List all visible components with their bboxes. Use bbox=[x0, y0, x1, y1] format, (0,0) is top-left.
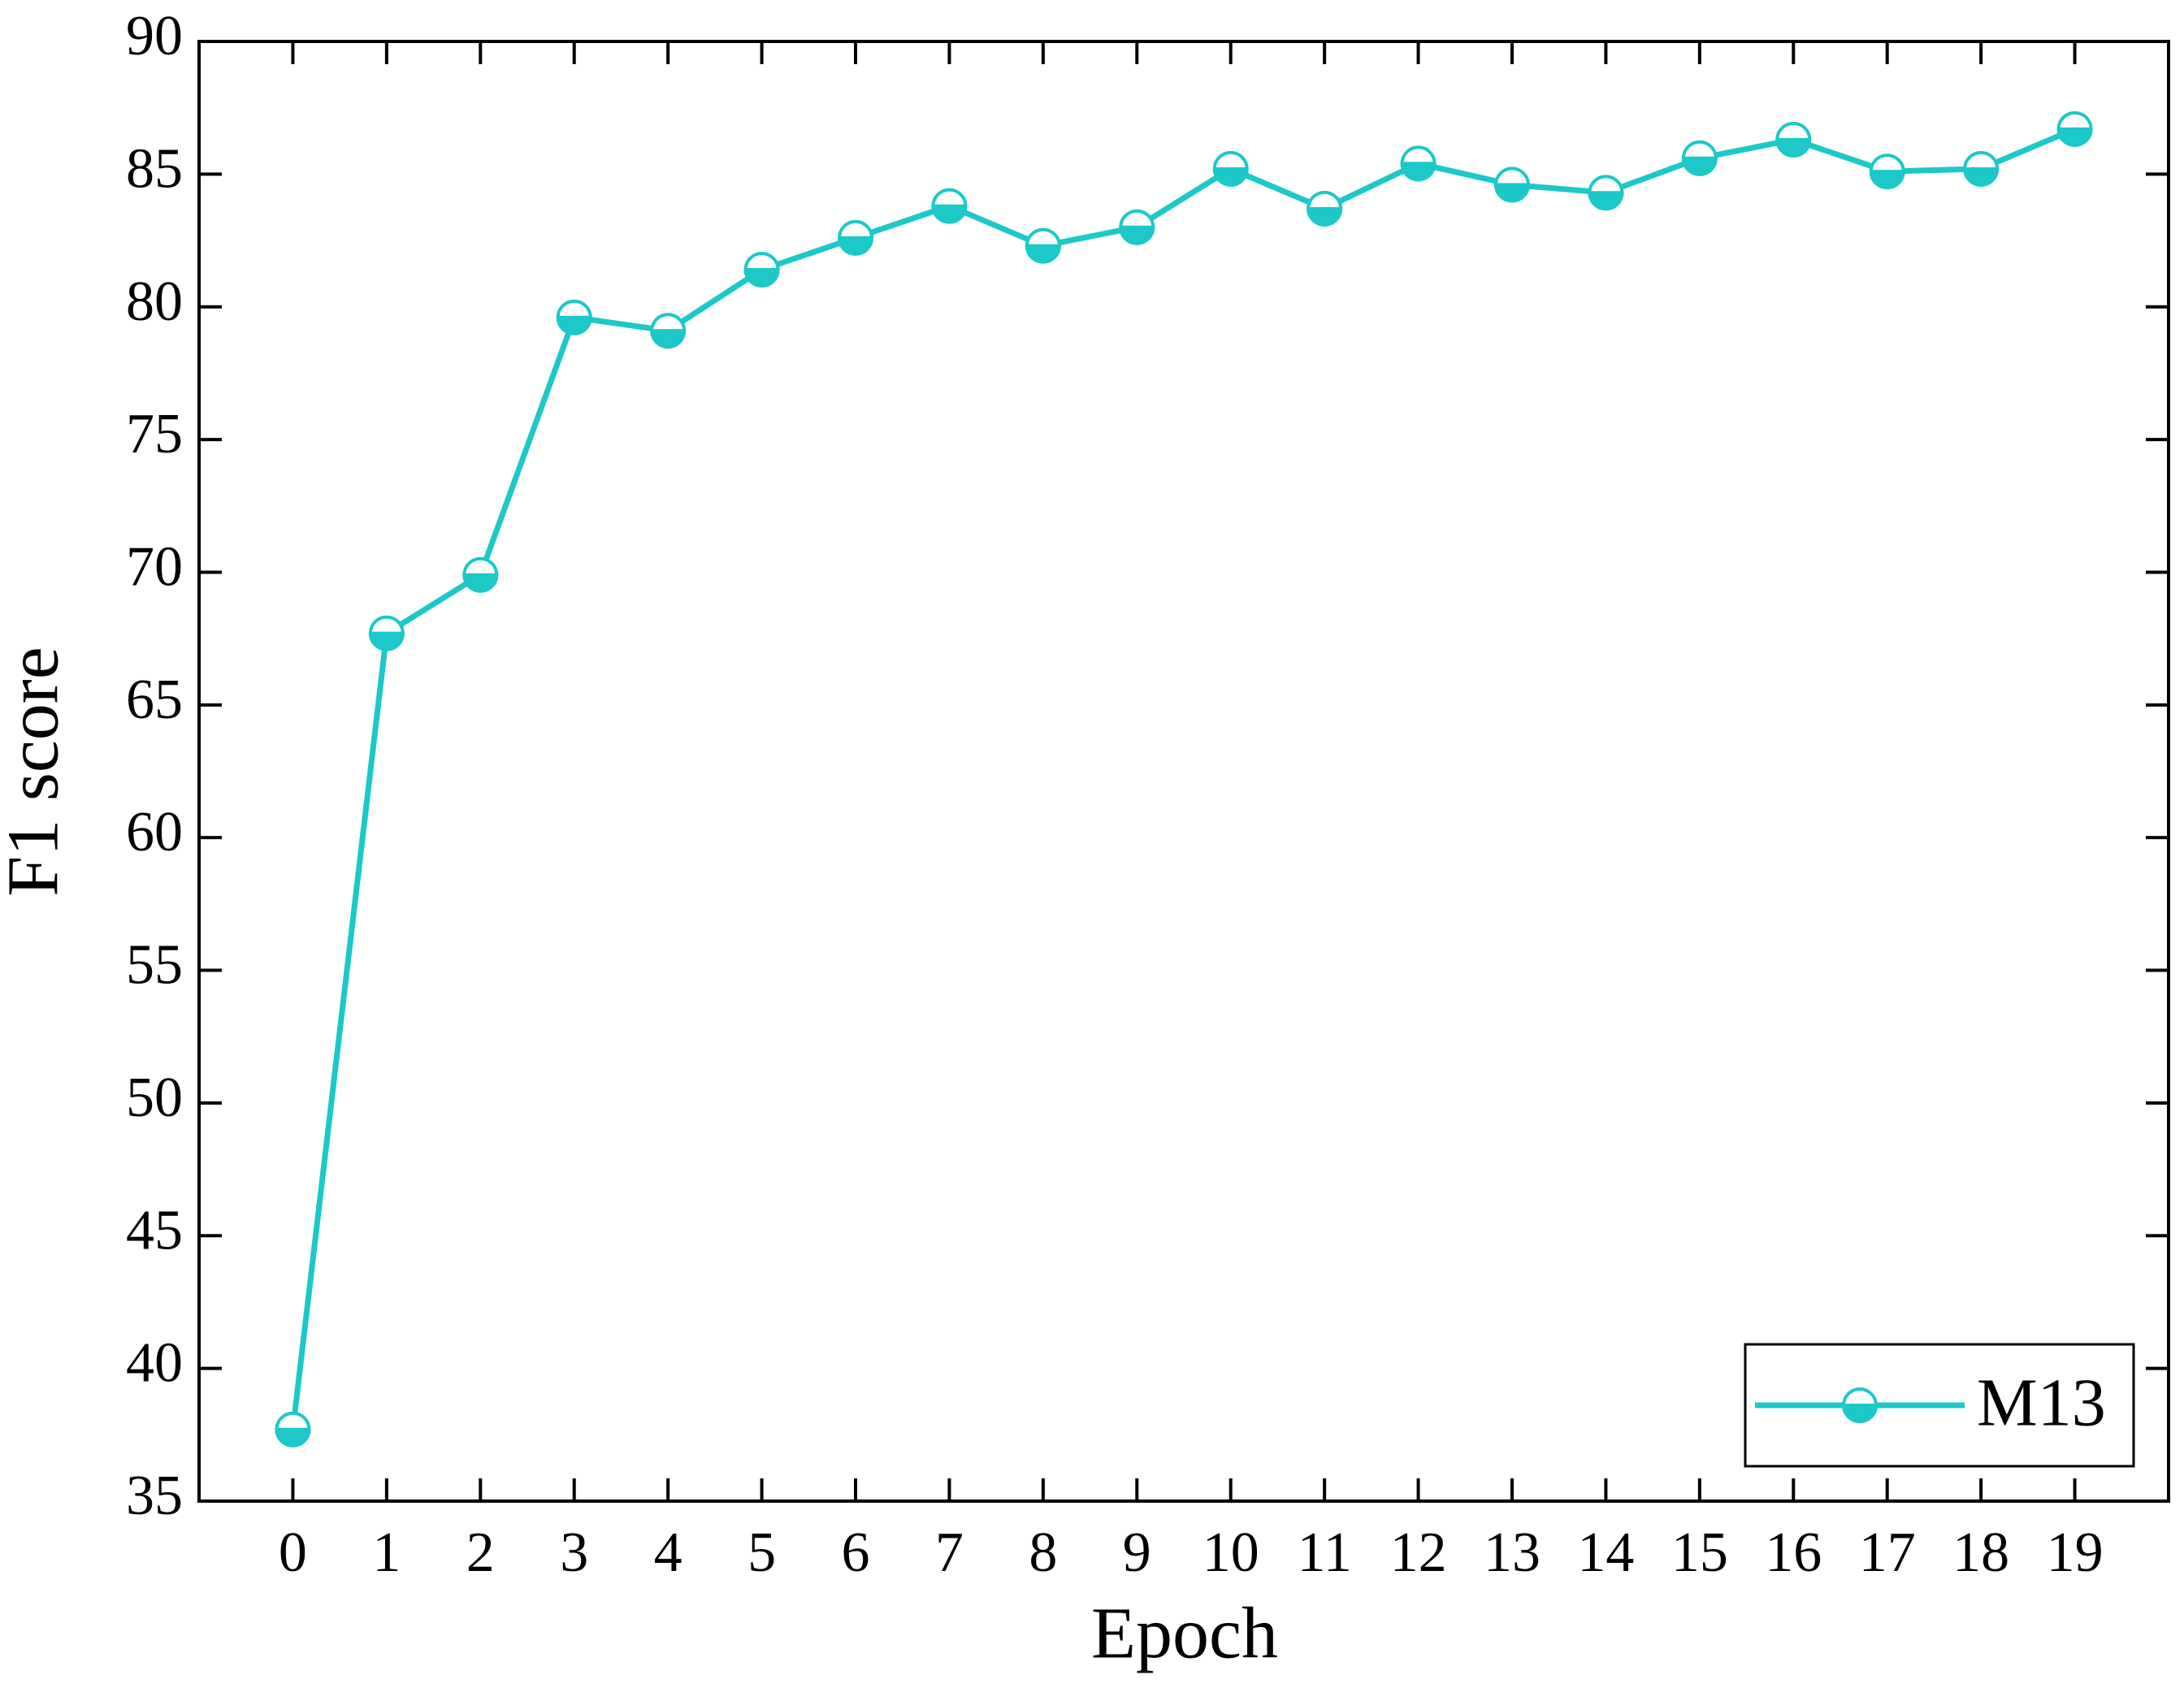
x-tick-label: 6 bbox=[842, 1521, 870, 1584]
x-tick-label: 10 bbox=[1202, 1521, 1259, 1584]
plot-frame bbox=[197, 40, 2170, 1503]
marker-fill bbox=[1212, 167, 1249, 187]
y-tick-label: 60 bbox=[126, 801, 183, 863]
data-point bbox=[275, 1411, 311, 1448]
data-point bbox=[1119, 209, 1155, 245]
marker-fill bbox=[743, 267, 780, 288]
x-tick-label: 11 bbox=[1297, 1521, 1351, 1584]
marker-fill bbox=[1588, 191, 1624, 211]
x-tick-label: 18 bbox=[1952, 1521, 2009, 1584]
x-tick-label: 4 bbox=[654, 1521, 682, 1584]
x-tick-label: 15 bbox=[1671, 1521, 1728, 1584]
marker-fill bbox=[368, 631, 405, 651]
data-point bbox=[1493, 167, 1531, 203]
x-tick-label: 3 bbox=[560, 1521, 588, 1584]
marker-fill bbox=[837, 236, 874, 256]
data-point bbox=[743, 251, 780, 288]
y-tick-label: 75 bbox=[126, 403, 183, 465]
legend-marker bbox=[1841, 1387, 1878, 1423]
marker-fill bbox=[1841, 1404, 1878, 1423]
x-tick-label: 0 bbox=[279, 1521, 307, 1584]
marker-fill bbox=[1400, 162, 1436, 182]
marker-fill bbox=[275, 1427, 311, 1448]
x-tick-label: 12 bbox=[1390, 1521, 1447, 1584]
y-tick-label: 85 bbox=[126, 137, 183, 200]
x-tick-label: 2 bbox=[466, 1521, 495, 1584]
x-tick-label: 1 bbox=[372, 1521, 401, 1584]
x-tick-label: 17 bbox=[1859, 1521, 1916, 1584]
marker-fill bbox=[1681, 156, 1718, 176]
x-tick-label: 8 bbox=[1029, 1521, 1057, 1584]
data-point bbox=[1588, 175, 1624, 211]
marker-fill bbox=[1025, 244, 1061, 264]
y-tick-label: 45 bbox=[126, 1199, 183, 1261]
data-point bbox=[556, 299, 592, 335]
marker-fill bbox=[462, 573, 499, 593]
data-point bbox=[1869, 154, 1905, 190]
y-tick-label: 40 bbox=[126, 1332, 183, 1395]
marker-fill bbox=[1493, 183, 1531, 203]
data-point bbox=[462, 556, 499, 593]
marker-fill bbox=[1963, 167, 2000, 187]
marker-fill bbox=[556, 315, 592, 335]
data-point bbox=[837, 219, 874, 256]
x-axis-title: Epoch bbox=[1091, 1594, 1278, 1674]
marker-fill bbox=[1869, 170, 1905, 190]
data-point bbox=[1681, 140, 1718, 176]
data-point bbox=[1025, 227, 1061, 264]
x-tick-label: 13 bbox=[1484, 1521, 1540, 1584]
marker-fill bbox=[2056, 127, 2093, 147]
x-tick-label: 16 bbox=[1765, 1521, 1822, 1584]
y-axis-title: F1 score bbox=[0, 647, 74, 896]
x-tick-label: 5 bbox=[748, 1521, 776, 1584]
data-point bbox=[650, 313, 687, 349]
marker-fill bbox=[1306, 206, 1343, 227]
data-point bbox=[1963, 150, 2000, 187]
marker-fill bbox=[650, 329, 687, 349]
x-tick-label: 19 bbox=[2047, 1521, 2104, 1584]
x-tick-label: 14 bbox=[1577, 1521, 1634, 1584]
data-point bbox=[2056, 110, 2093, 147]
y-tick-label: 35 bbox=[126, 1465, 183, 1527]
data-point bbox=[368, 615, 405, 651]
marker-fill bbox=[1119, 225, 1155, 245]
data-point bbox=[1306, 190, 1343, 227]
data-point bbox=[1775, 121, 1812, 158]
y-tick-label: 70 bbox=[126, 536, 183, 599]
y-tick-label: 65 bbox=[126, 669, 183, 731]
marker-fill bbox=[1775, 137, 1812, 158]
y-tick-label: 55 bbox=[126, 934, 183, 997]
y-tick-label: 50 bbox=[126, 1067, 183, 1129]
y-tick-label: 90 bbox=[126, 5, 183, 67]
marker-fill bbox=[931, 204, 968, 224]
data-point bbox=[1400, 145, 1436, 182]
legend-label: M13 bbox=[1977, 1365, 2106, 1440]
x-tick-label: 9 bbox=[1123, 1521, 1151, 1584]
x-tick-label: 7 bbox=[935, 1521, 964, 1584]
y-tick-label: 80 bbox=[126, 270, 183, 333]
data-point bbox=[931, 188, 968, 224]
data-point bbox=[1212, 150, 1249, 187]
